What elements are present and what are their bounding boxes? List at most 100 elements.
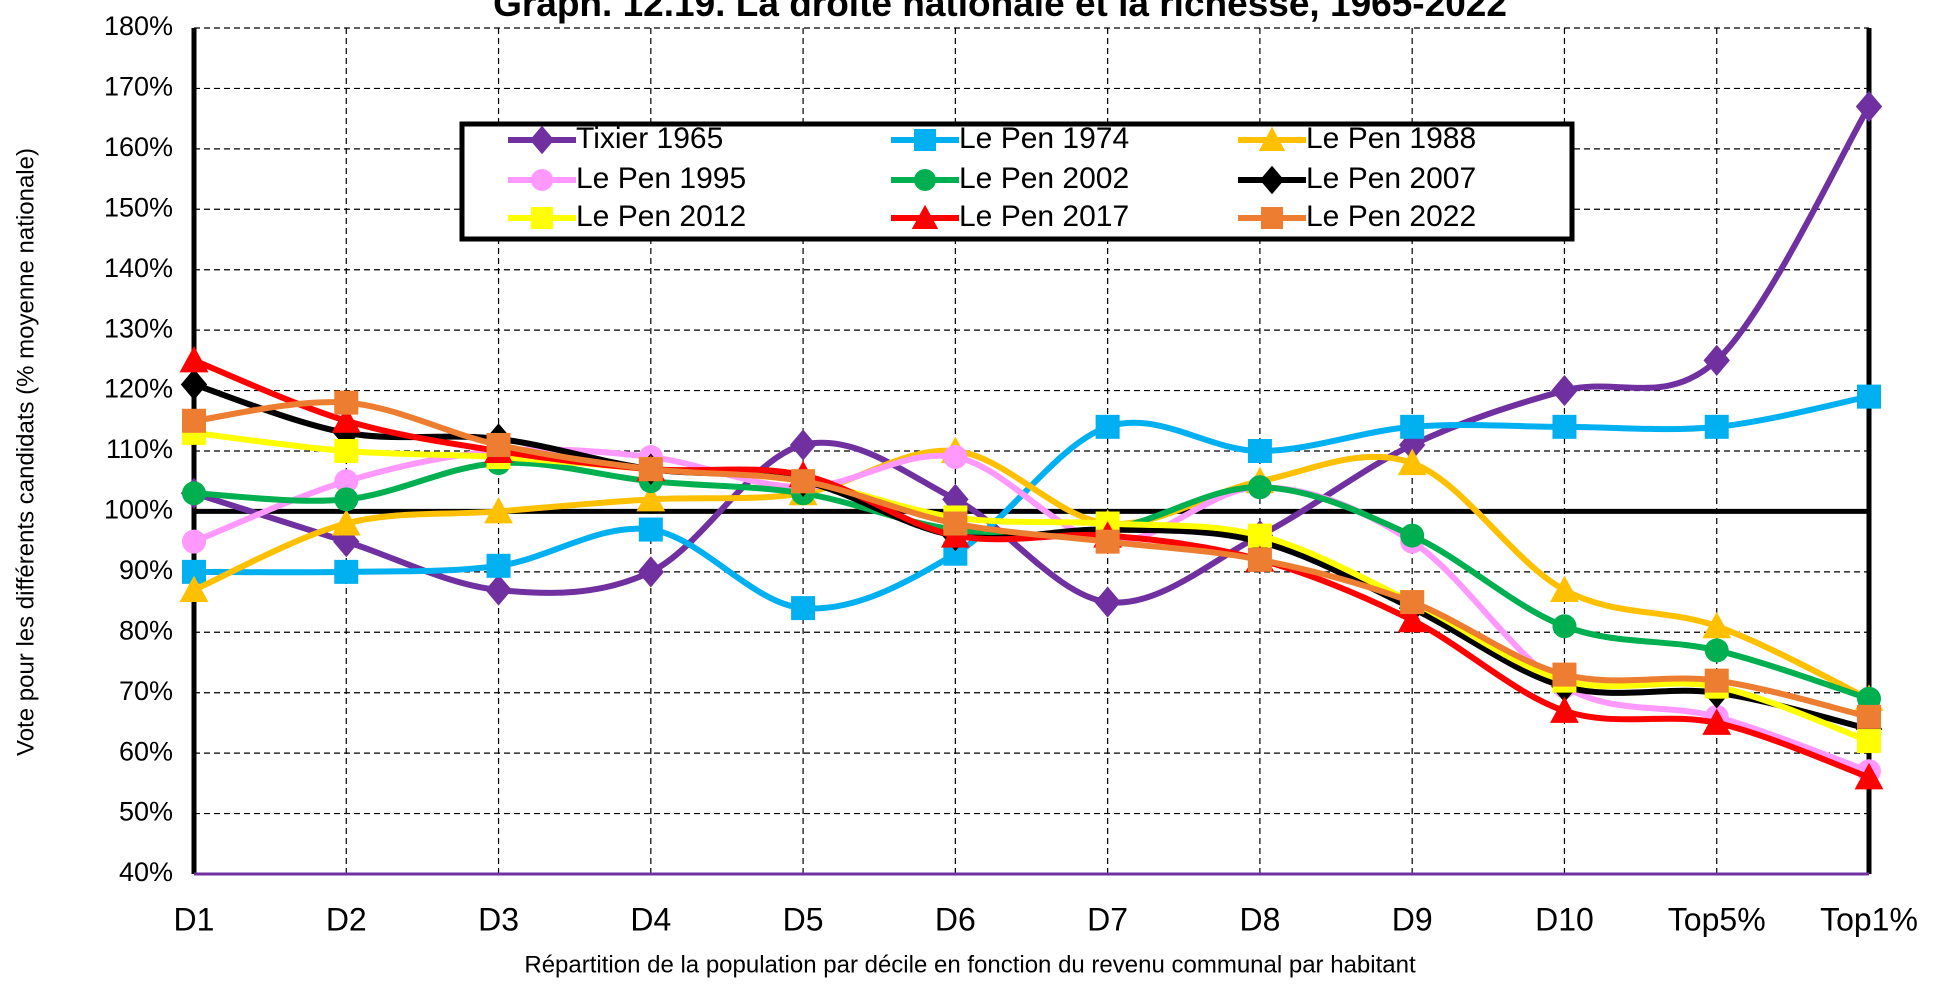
marker — [531, 207, 553, 229]
marker — [1551, 374, 1578, 407]
y-tick-label: 130% — [104, 313, 173, 343]
marker — [1703, 344, 1730, 376]
x-tick-label: D9 — [1392, 901, 1433, 937]
marker — [1398, 429, 1426, 461]
y-tick-label: 160% — [104, 132, 173, 162]
marker — [1261, 207, 1283, 229]
y-tick-label: 100% — [104, 495, 173, 525]
marker — [1854, 762, 1884, 790]
legend-label: Le Pen 2017 — [959, 200, 1129, 233]
x-axis-label: Répartition de la population par décile … — [524, 951, 1416, 978]
marker — [791, 596, 816, 621]
marker — [1258, 126, 1286, 151]
marker — [182, 408, 206, 433]
marker — [334, 439, 359, 463]
marker — [331, 406, 361, 433]
marker — [1247, 547, 1272, 572]
marker — [484, 497, 513, 524]
marker — [182, 529, 206, 554]
marker — [180, 368, 208, 401]
marker — [334, 559, 359, 584]
marker — [637, 556, 665, 588]
x-tick-label: Top5% — [1668, 901, 1766, 937]
marker — [1400, 590, 1425, 615]
marker — [914, 169, 936, 191]
x-tick-label: D5 — [783, 901, 824, 937]
legend-label: Tixier 1965 — [576, 122, 723, 155]
marker — [1397, 605, 1427, 633]
marker — [333, 526, 360, 558]
marker — [1704, 638, 1729, 663]
x-tick-label: D8 — [1239, 901, 1280, 937]
marker — [1857, 384, 1881, 409]
marker — [1552, 414, 1577, 439]
marker — [182, 481, 206, 506]
legend-label: Le Pen 1988 — [1306, 122, 1476, 155]
y-tick-label: 40% — [119, 857, 173, 887]
y-tick-label: 60% — [119, 736, 173, 766]
marker — [1552, 614, 1577, 639]
marker — [943, 511, 968, 536]
marker — [1857, 686, 1881, 711]
marker — [1857, 729, 1881, 754]
marker — [531, 169, 553, 191]
marker — [179, 345, 209, 373]
marker — [1259, 165, 1285, 195]
marker — [485, 574, 512, 606]
marker — [1095, 414, 1120, 439]
x-tick-label: Top1% — [1820, 901, 1918, 937]
marker — [636, 484, 666, 512]
series-line — [193, 399, 1870, 720]
marker — [486, 553, 511, 578]
marker — [1855, 90, 1883, 123]
y-tick-label: 120% — [104, 374, 173, 404]
legend-box — [459, 121, 1575, 242]
marker — [1702, 611, 1732, 639]
y-tick-label: 150% — [104, 192, 173, 222]
chart-title: Graph. 12.19. La droite nationale et la … — [493, 0, 1507, 24]
marker — [1704, 668, 1729, 693]
y-tick-label: 90% — [119, 555, 173, 585]
marker — [1704, 414, 1729, 439]
marker — [1247, 523, 1272, 548]
marker — [1702, 708, 1732, 735]
y-axis-label: Vote pour les différents candidats (% mo… — [12, 148, 39, 756]
legend-label: Le Pen 2012 — [576, 200, 746, 233]
marker — [1247, 475, 1272, 500]
x-tick-label: D2 — [326, 901, 367, 937]
y-tick-label: 50% — [119, 797, 173, 827]
marker — [1094, 586, 1121, 618]
marker — [638, 457, 663, 482]
marker — [789, 429, 817, 461]
y-tick-label: 80% — [119, 615, 173, 645]
series-line — [193, 429, 1871, 744]
marker — [1400, 523, 1425, 548]
marker — [334, 390, 359, 415]
legend-label: Le Pen 1974 — [959, 122, 1129, 155]
x-tick-label: D4 — [630, 901, 671, 937]
y-tick-label: 170% — [104, 72, 173, 102]
marker — [911, 204, 939, 229]
y-tick-label: 140% — [104, 253, 173, 283]
marker — [638, 517, 663, 542]
marker — [914, 129, 936, 151]
x-tick-label: D7 — [1087, 901, 1128, 937]
marker — [1397, 448, 1427, 476]
marker — [1857, 704, 1881, 729]
marker — [1247, 439, 1272, 463]
marker — [486, 432, 511, 457]
legend-label: Le Pen 2022 — [1306, 200, 1476, 233]
marker — [331, 509, 361, 536]
y-tick-label: 110% — [106, 434, 173, 464]
marker — [334, 469, 359, 494]
series-line — [192, 447, 1871, 702]
legend-label: Le Pen 2007 — [1306, 162, 1476, 195]
marker — [1550, 575, 1579, 602]
x-tick-label: D1 — [174, 901, 215, 937]
y-tick-label: 180% — [104, 11, 173, 41]
x-tick-label: D3 — [478, 901, 519, 937]
marker — [529, 125, 555, 155]
marker — [1095, 529, 1120, 554]
marker — [334, 487, 359, 512]
marker — [943, 445, 968, 470]
